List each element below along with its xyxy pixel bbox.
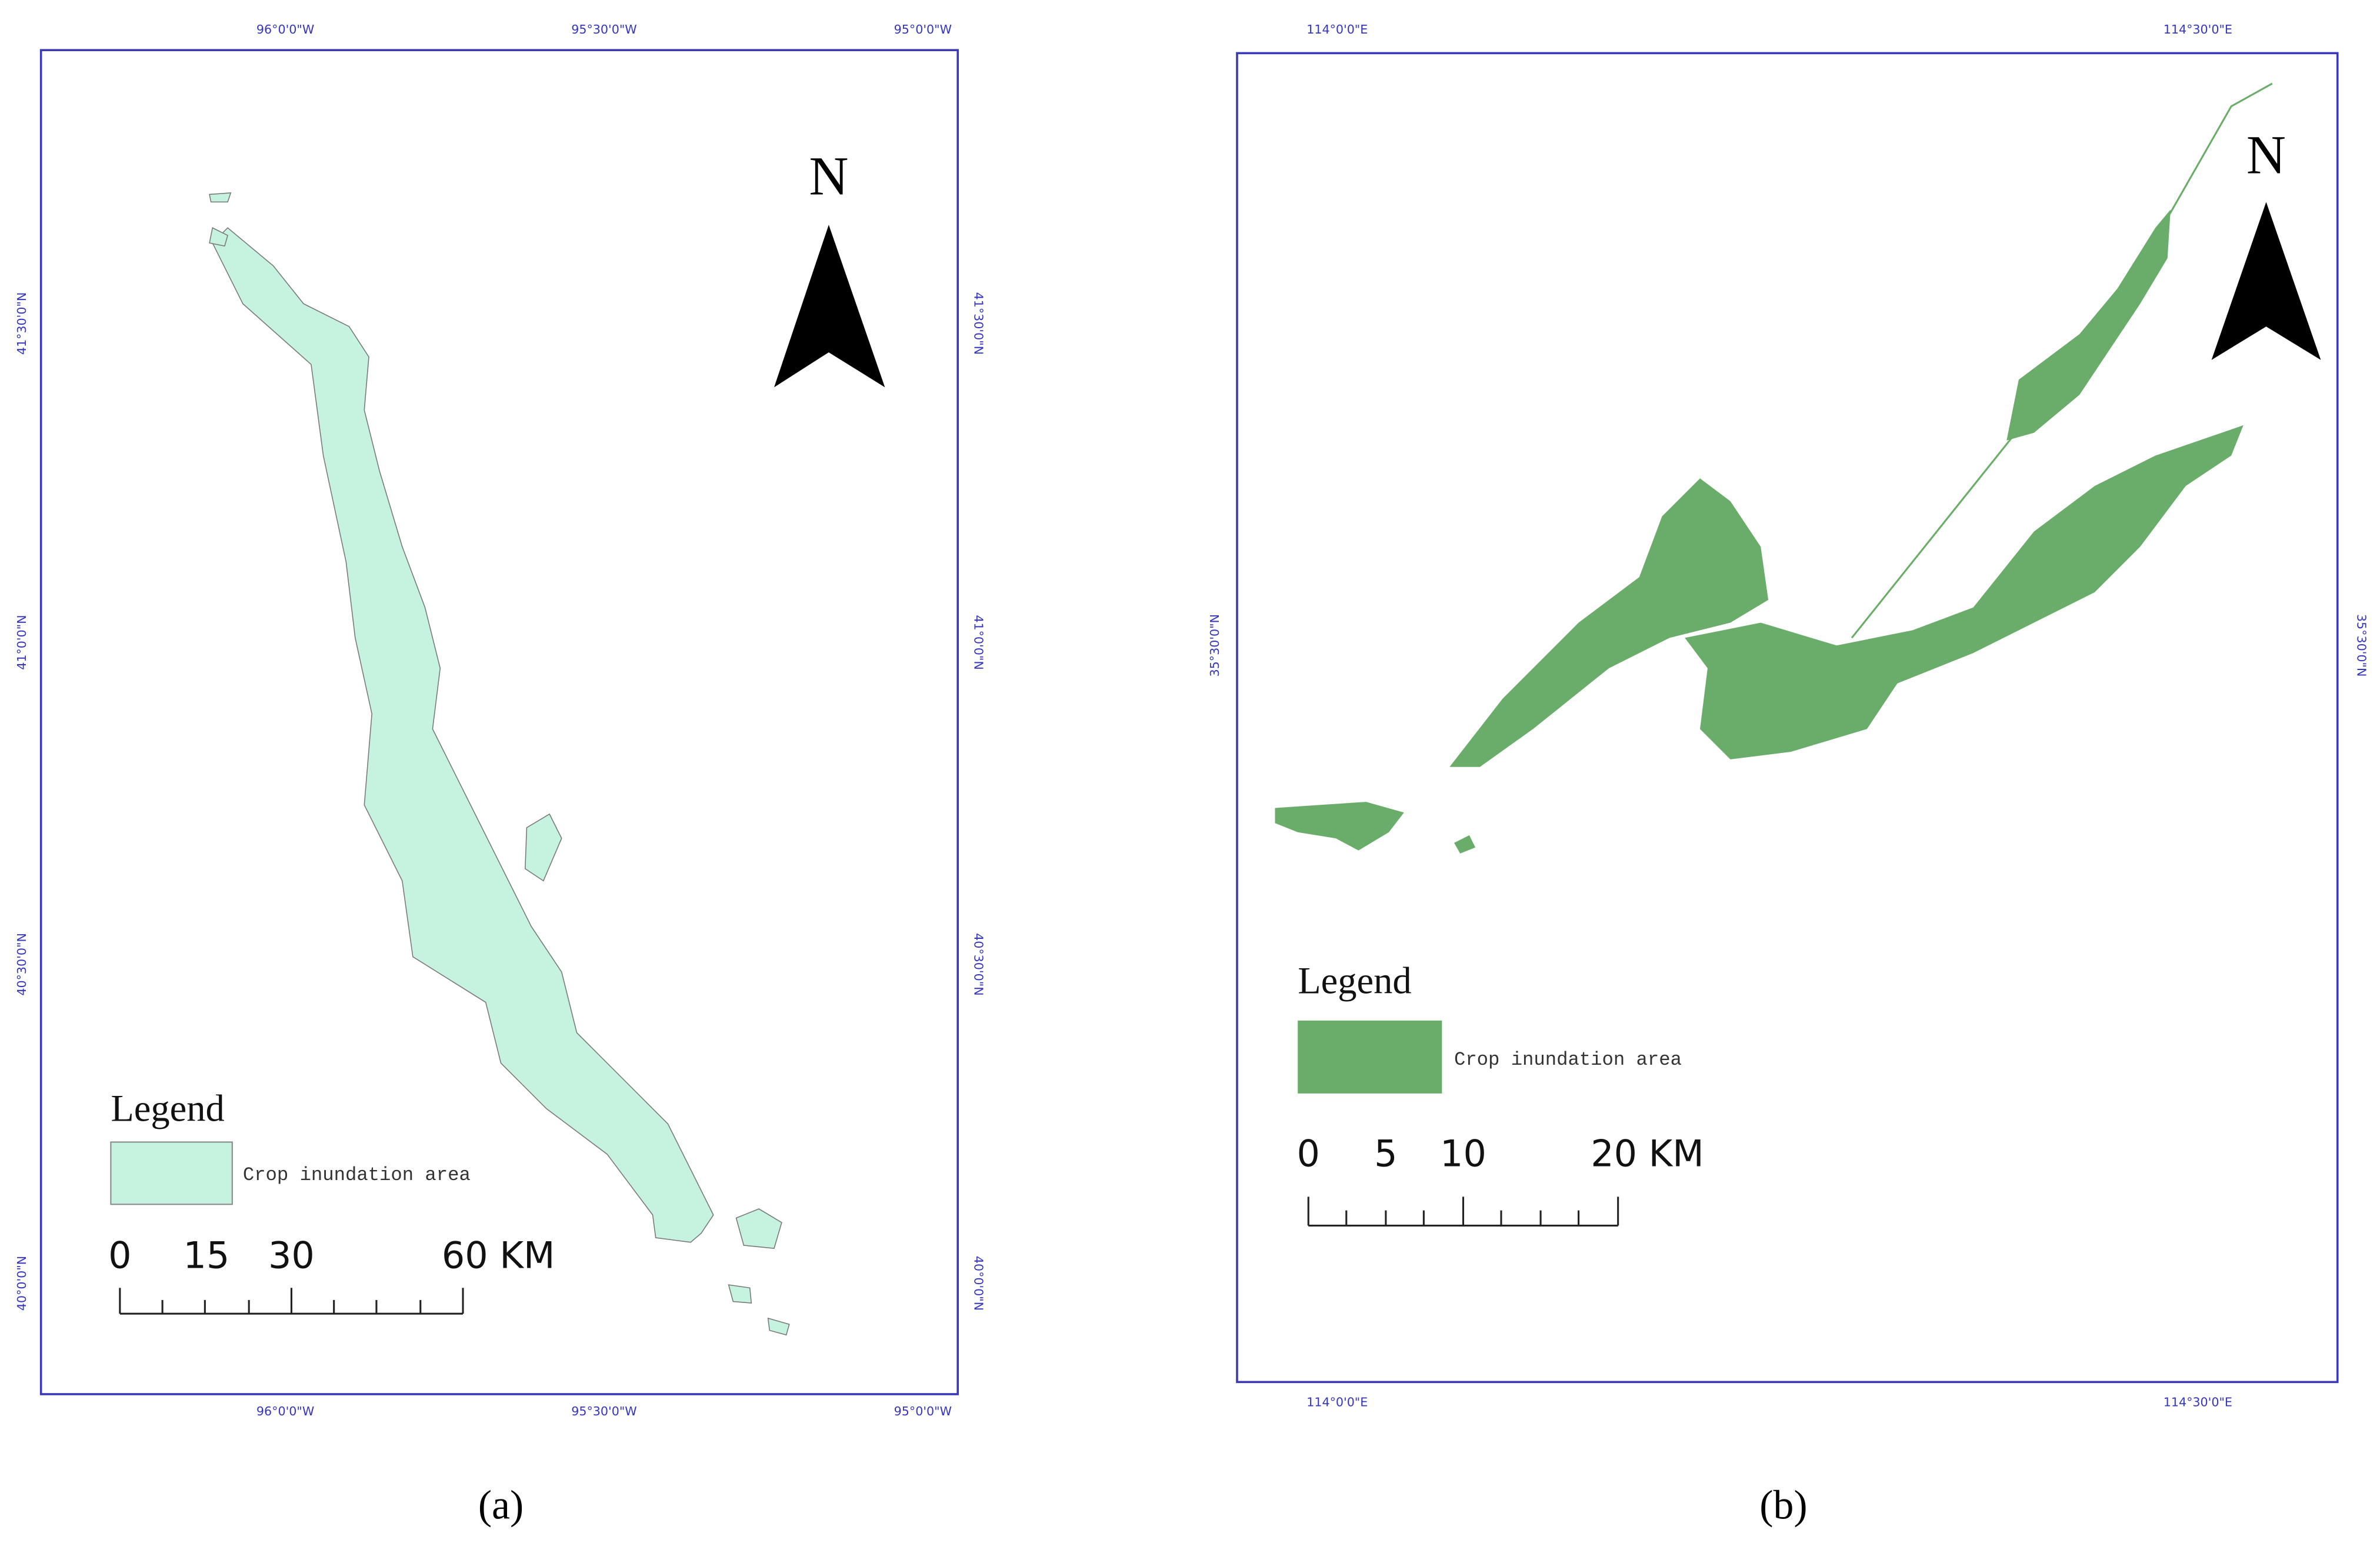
scale-label: 15	[184, 1235, 230, 1277]
left-coordinate: 41°30'0"N	[15, 292, 29, 355]
panel-a	[39, 49, 959, 1395]
inundation-area	[1275, 82, 2273, 854]
north-label: N	[809, 146, 848, 206]
bottom-coordinate: 114°30'0"E	[2164, 1395, 2232, 1409]
panel-b	[1236, 52, 2339, 1384]
scale-label: 30	[268, 1235, 315, 1277]
inundation-area	[209, 192, 790, 1336]
scale-label: 60 KM	[442, 1235, 555, 1277]
legend-swatch	[110, 1141, 233, 1205]
top-coordinate: 96°0'0"W	[256, 22, 314, 36]
bottom-coordinate: 114°0'0"E	[1306, 1395, 1368, 1409]
scale-bar	[119, 1288, 464, 1315]
top-coordinate: 114°30'0"E	[2164, 22, 2232, 36]
north-label: N	[2246, 125, 2286, 185]
right-coordinate: 41°0'0"N	[972, 615, 986, 669]
bottom-coordinate: 95°0'0"W	[894, 1404, 952, 1418]
right-coordinate: 41°30'0"N	[972, 292, 986, 355]
left-coordinate: 40°30'0"N	[15, 933, 29, 996]
right-coordinate: 35°30'0"N	[2354, 614, 2368, 677]
top-coordinate: 95°0'0"W	[894, 22, 952, 36]
legend-label: Crop inundation area	[1454, 1049, 1682, 1071]
left-coordinate: 40°0'0"N	[15, 1256, 29, 1311]
north-arrow	[2211, 202, 2321, 360]
left-coordinate: 35°30'0"N	[1208, 614, 1222, 677]
panel-caption: (a)	[478, 1483, 524, 1528]
right-coordinate: 40°30'0"N	[972, 933, 986, 996]
top-coordinate: 95°30'0"W	[571, 22, 636, 36]
scale-label: 10	[1440, 1133, 1486, 1175]
map-frame	[39, 49, 959, 1395]
scale-label: 0	[1297, 1133, 1320, 1175]
bottom-coordinate: 95°30'0"W	[571, 1404, 636, 1418]
legend-label: Crop inundation area	[243, 1164, 471, 1186]
legend-title: Legend	[1298, 959, 1411, 1001]
scale-bar	[1307, 1197, 1619, 1227]
legend-swatch	[1298, 1020, 1442, 1094]
map-frame	[1236, 52, 2339, 1384]
left-coordinate: 41°0'0"N	[15, 615, 29, 669]
bottom-coordinate: 96°0'0"W	[256, 1404, 314, 1418]
right-coordinate: 40°0'0"N	[972, 1256, 986, 1311]
top-coordinate: 114°0'0"E	[1306, 22, 1368, 36]
north-arrow	[774, 225, 885, 388]
scale-label: 5	[1374, 1133, 1397, 1175]
scale-label: 0	[108, 1235, 131, 1277]
scale-label: 20 KM	[1591, 1133, 1704, 1175]
legend-title: Legend	[111, 1087, 224, 1129]
panel-caption: (b)	[1759, 1483, 1807, 1528]
